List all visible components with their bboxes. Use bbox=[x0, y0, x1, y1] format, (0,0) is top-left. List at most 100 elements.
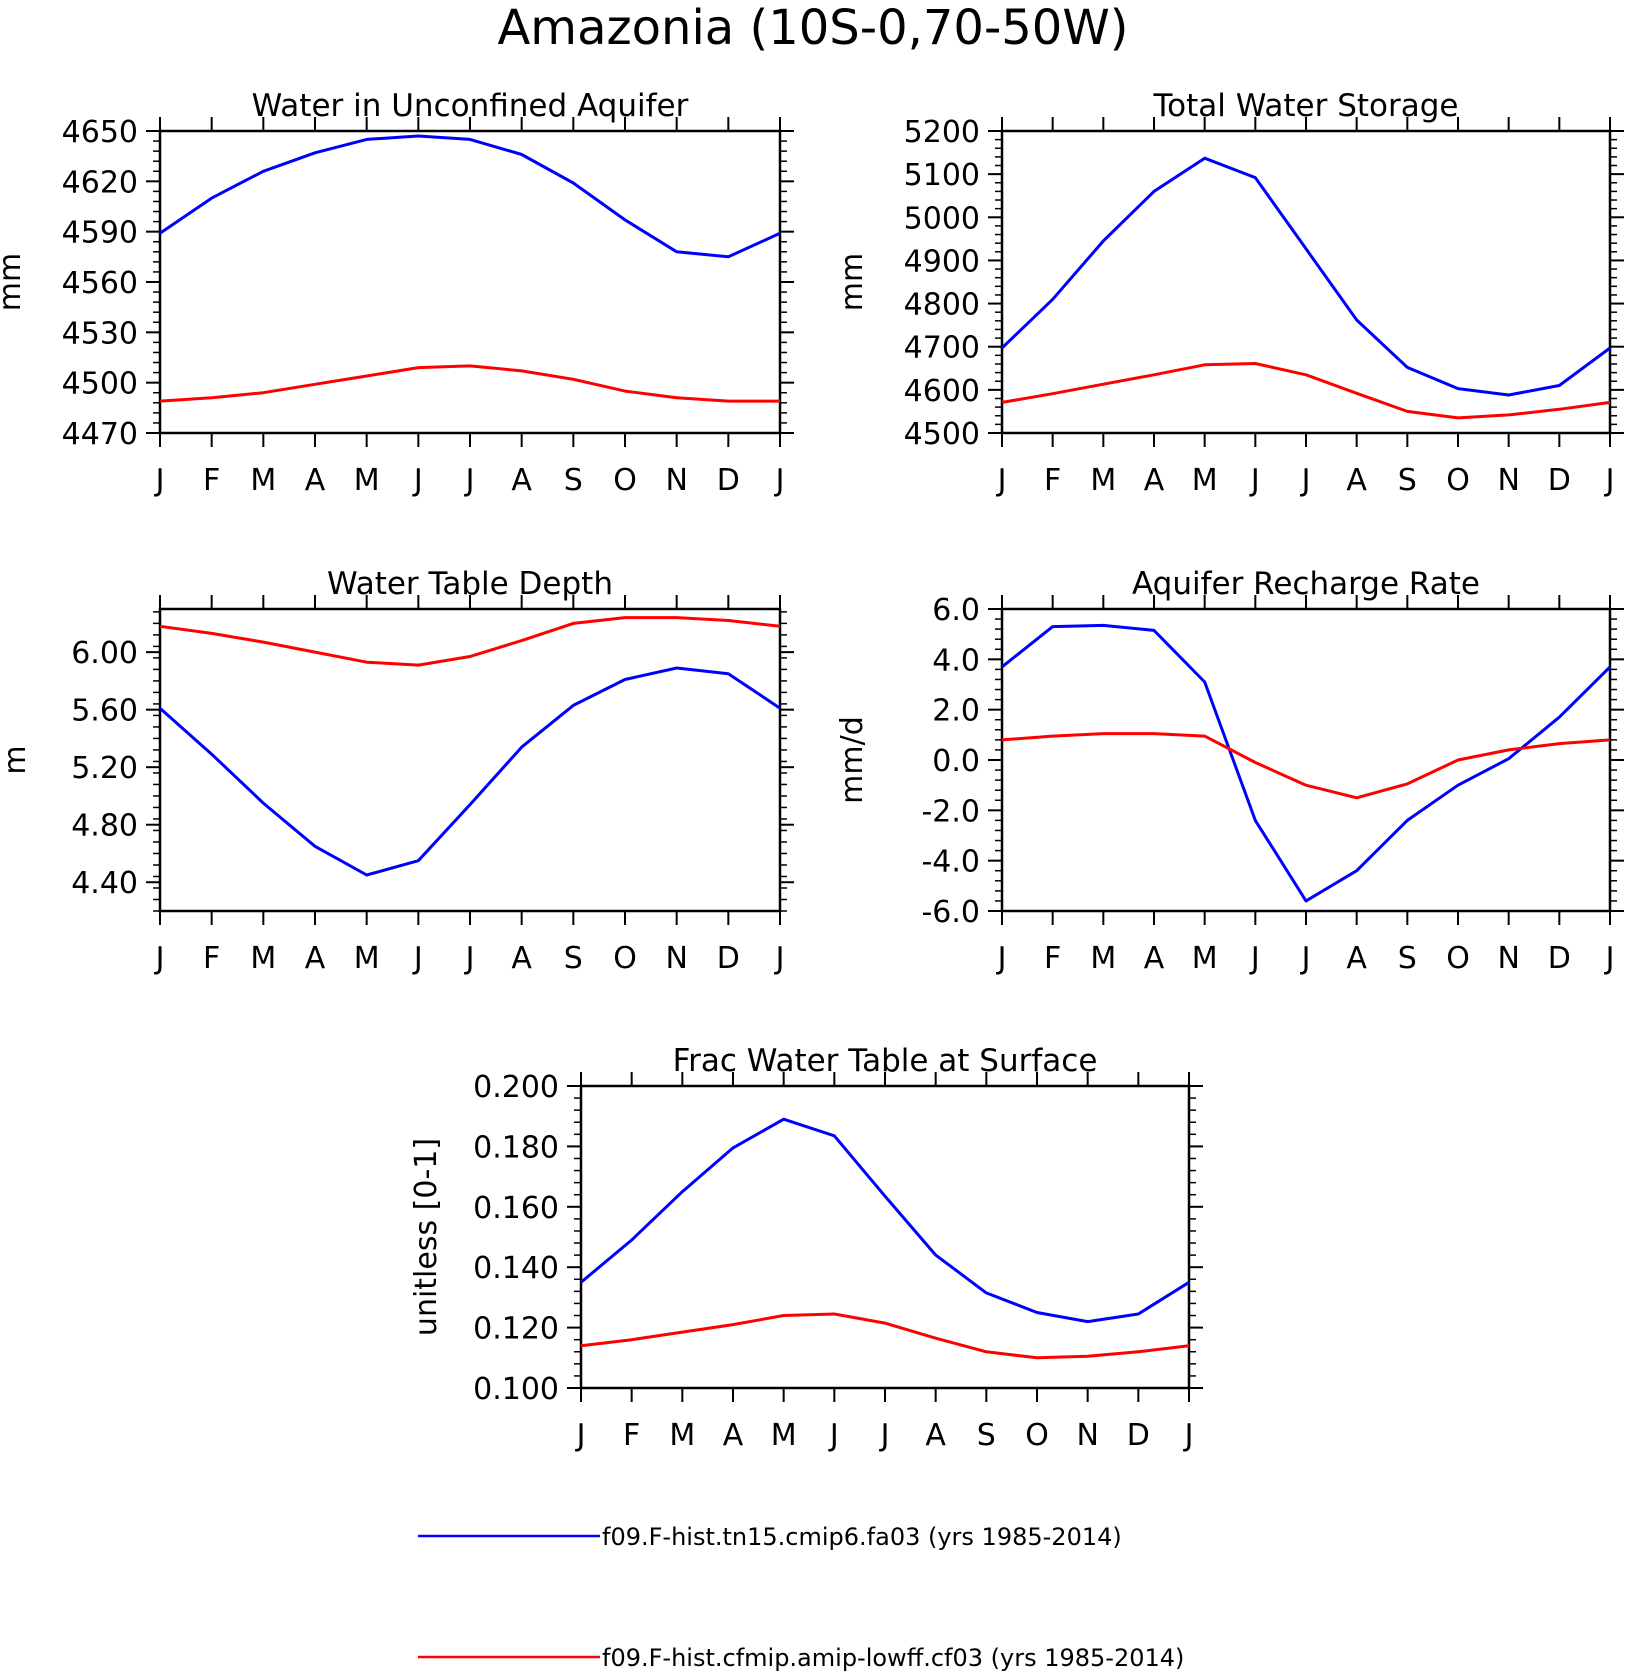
y-tick-label: 6.0 bbox=[932, 593, 980, 628]
plot-frame bbox=[1000, 129, 1612, 435]
x-tick-label: J bbox=[464, 941, 475, 976]
series-line-blue bbox=[1001, 623, 1612, 903]
x-tick-label: J bbox=[1183, 1418, 1194, 1453]
y-tick-label: 4620 bbox=[62, 165, 138, 200]
y-tick-label: 0.100 bbox=[473, 1372, 559, 1407]
figure-title: Amazonia (10S-0,70-50W) bbox=[497, 0, 1128, 56]
x-tick-label: A bbox=[511, 941, 532, 976]
x-tick-label: D bbox=[717, 463, 740, 498]
x-tick-label: F bbox=[1044, 463, 1061, 498]
y-axis-label: mm bbox=[835, 253, 870, 311]
x-tick-label: J bbox=[154, 463, 165, 498]
x-tick-label: N bbox=[1497, 941, 1519, 976]
x-tick-label: J bbox=[575, 1418, 586, 1453]
y-tick-label: 0.180 bbox=[473, 1130, 559, 1165]
series-line-red bbox=[1001, 362, 1611, 420]
x-tick-label: J bbox=[1604, 941, 1615, 976]
x-tick-label: A bbox=[1346, 463, 1367, 498]
x-tick-label: J bbox=[1604, 463, 1615, 498]
x-tick-label: J bbox=[996, 463, 1007, 498]
x-tick-label: N bbox=[1497, 463, 1519, 498]
x-tick-label: M bbox=[250, 941, 276, 976]
plot-frame bbox=[1000, 607, 1612, 913]
x-tick-label: J bbox=[1300, 941, 1311, 976]
x-tick-label: J bbox=[879, 1418, 890, 1453]
y-tick-label: 6.00 bbox=[71, 636, 138, 671]
x-tick-label: M bbox=[1192, 463, 1218, 498]
x-tick-label: D bbox=[1548, 941, 1571, 976]
y-tick-label: 2.0 bbox=[932, 694, 980, 729]
x-tick-label: D bbox=[1127, 1418, 1150, 1453]
x-tick-label: O bbox=[1025, 1418, 1049, 1453]
series-line-red bbox=[580, 1312, 1190, 1360]
y-tick-label: 4600 bbox=[904, 374, 980, 409]
x-tick-label: D bbox=[1548, 463, 1571, 498]
x-tick-label: O bbox=[1446, 463, 1470, 498]
plot-frame bbox=[579, 1084, 1191, 1390]
y-tick-label: 5200 bbox=[904, 115, 980, 150]
x-tick-label: J bbox=[1300, 463, 1311, 498]
y-tick-label: -2.0 bbox=[921, 794, 980, 829]
y-tick-label: -4.0 bbox=[921, 845, 980, 880]
x-tick-label: M bbox=[1192, 941, 1218, 976]
legend-label: f09.F-hist.tn15.cmip6.fa03 (yrs 1985-201… bbox=[602, 1523, 1122, 1551]
x-tick-label: M bbox=[669, 1418, 695, 1453]
x-tick-label: J bbox=[1249, 941, 1260, 976]
x-tick-label: F bbox=[623, 1418, 640, 1453]
y-tick-label: 4.40 bbox=[71, 866, 138, 901]
x-tick-label: M bbox=[250, 463, 276, 498]
y-tick-label: 0.160 bbox=[473, 1191, 559, 1226]
y-tick-label: 0.120 bbox=[473, 1312, 559, 1347]
x-tick-label: J bbox=[774, 463, 785, 498]
series-line-blue bbox=[159, 134, 781, 259]
x-tick-label: O bbox=[613, 941, 637, 976]
x-tick-label: A bbox=[1144, 941, 1165, 976]
x-tick-label: A bbox=[723, 1418, 744, 1453]
x-tick-label: F bbox=[203, 941, 220, 976]
y-tick-label: 4500 bbox=[904, 417, 980, 452]
x-tick-label: M bbox=[354, 941, 380, 976]
x-tick-label: A bbox=[925, 1418, 946, 1453]
series-line-blue bbox=[159, 666, 781, 877]
y-axis-label: mm bbox=[0, 253, 28, 311]
y-tick-label: 5.60 bbox=[71, 694, 138, 729]
x-tick-label: M bbox=[771, 1418, 797, 1453]
x-tick-label: S bbox=[564, 941, 583, 976]
y-tick-label: 5.20 bbox=[71, 751, 138, 786]
x-tick-label: M bbox=[354, 463, 380, 498]
y-tick-label: 4500 bbox=[62, 367, 138, 402]
x-tick-label: O bbox=[1446, 941, 1470, 976]
y-tick-label: 0.140 bbox=[473, 1251, 559, 1286]
x-tick-label: N bbox=[665, 941, 687, 976]
y-tick-label: 4700 bbox=[904, 331, 980, 366]
plot-frame bbox=[158, 607, 782, 913]
series-line-red bbox=[159, 364, 780, 403]
x-tick-label: J bbox=[1249, 463, 1260, 498]
y-tick-label: 4590 bbox=[62, 216, 138, 251]
y-tick-label: 0.0 bbox=[932, 744, 980, 779]
series-line-red bbox=[1001, 732, 1611, 800]
y-axis-label: unitless [0-1] bbox=[409, 1138, 444, 1336]
x-tick-label: J bbox=[412, 463, 423, 498]
series-line-blue bbox=[1000, 156, 1611, 397]
x-tick-label: A bbox=[305, 941, 326, 976]
y-tick-label: 4650 bbox=[62, 115, 138, 150]
x-tick-label: A bbox=[305, 463, 326, 498]
x-tick-label: A bbox=[511, 463, 532, 498]
x-tick-label: A bbox=[1346, 941, 1367, 976]
legend-label: f09.F-hist.cfmip.amip-lowff.cf03 (yrs 19… bbox=[602, 1644, 1184, 1671]
x-tick-label: O bbox=[613, 463, 637, 498]
x-tick-label: S bbox=[977, 1418, 996, 1453]
y-tick-label: 5100 bbox=[904, 158, 980, 193]
y-tick-label: 4800 bbox=[904, 288, 980, 323]
x-tick-label: D bbox=[717, 941, 740, 976]
x-tick-label: J bbox=[464, 463, 475, 498]
x-tick-label: J bbox=[154, 941, 165, 976]
series-line-blue bbox=[580, 1117, 1190, 1324]
